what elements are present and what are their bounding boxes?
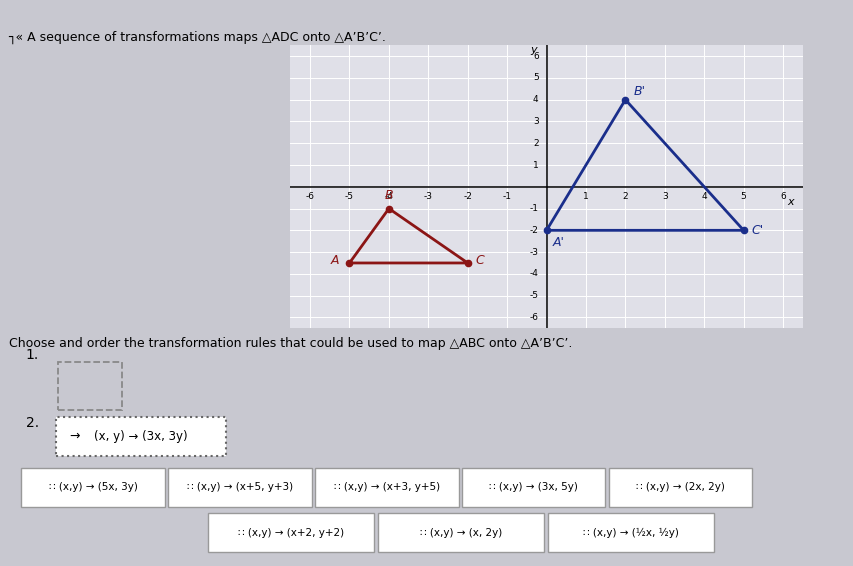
Text: -5: -5 (529, 291, 538, 300)
Text: -6: -6 (305, 192, 314, 201)
Text: 1.: 1. (26, 348, 39, 362)
Text: A: A (331, 254, 339, 267)
Text: 1: 1 (532, 161, 538, 169)
Text: 4: 4 (532, 95, 538, 104)
Text: 2: 2 (532, 139, 538, 148)
Text: -2: -2 (462, 192, 472, 201)
Text: 4: 4 (700, 192, 706, 201)
Text: 2.: 2. (26, 416, 38, 430)
Text: 5: 5 (740, 192, 746, 201)
Text: 6: 6 (780, 192, 785, 201)
Text: 2: 2 (622, 192, 628, 201)
Text: 3: 3 (661, 192, 667, 201)
Text: ∷ (x,y) → (x+2, y+2): ∷ (x,y) → (x+2, y+2) (238, 528, 344, 538)
Text: 6: 6 (532, 52, 538, 61)
Text: -4: -4 (529, 269, 538, 278)
Text: A': A' (552, 236, 564, 249)
Text: ∷ (x,y) → (x+5, y+3): ∷ (x,y) → (x+5, y+3) (187, 482, 293, 492)
Text: y: y (530, 45, 536, 55)
Text: ∷ (x,y) → (2x, 2y): ∷ (x,y) → (2x, 2y) (635, 482, 724, 492)
Text: x: x (786, 196, 793, 207)
Text: -1: -1 (529, 204, 538, 213)
Text: (x, y) → (3x, 3y): (x, y) → (3x, 3y) (94, 430, 188, 443)
Text: -3: -3 (423, 192, 432, 201)
Text: 5: 5 (532, 74, 538, 83)
Text: ∷ (x,y) → (5x, 3y): ∷ (x,y) → (5x, 3y) (49, 482, 137, 492)
Text: -2: -2 (529, 226, 538, 235)
Text: ∷ (x,y) → (3x, 5y): ∷ (x,y) → (3x, 5y) (489, 482, 577, 492)
Text: -1: -1 (502, 192, 511, 201)
Text: -5: -5 (345, 192, 354, 201)
Text: ∷ (x,y) → (x+3, y+5): ∷ (x,y) → (x+3, y+5) (334, 482, 439, 492)
Text: -6: -6 (529, 313, 538, 322)
Text: -3: -3 (529, 247, 538, 256)
Text: 3: 3 (532, 117, 538, 126)
Text: 1: 1 (583, 192, 589, 201)
Text: -4: -4 (384, 192, 393, 201)
Text: B': B' (633, 84, 645, 97)
Text: ∷ (x,y) → (½x, ½y): ∷ (x,y) → (½x, ½y) (583, 528, 678, 538)
Text: C: C (475, 254, 484, 267)
Text: C': C' (751, 224, 763, 237)
Text: →: → (69, 430, 79, 443)
Text: B: B (384, 189, 392, 202)
Text: ∷ (x,y) → (x, 2y): ∷ (x,y) → (x, 2y) (420, 528, 502, 538)
Text: Choose and order the transformation rules that could be used to map △ABC onto △A: Choose and order the transformation rule… (9, 337, 572, 350)
Text: ┐« A sequence of transformations maps △ADC onto △A’B’C’.: ┐« A sequence of transformations maps △A… (9, 31, 386, 44)
